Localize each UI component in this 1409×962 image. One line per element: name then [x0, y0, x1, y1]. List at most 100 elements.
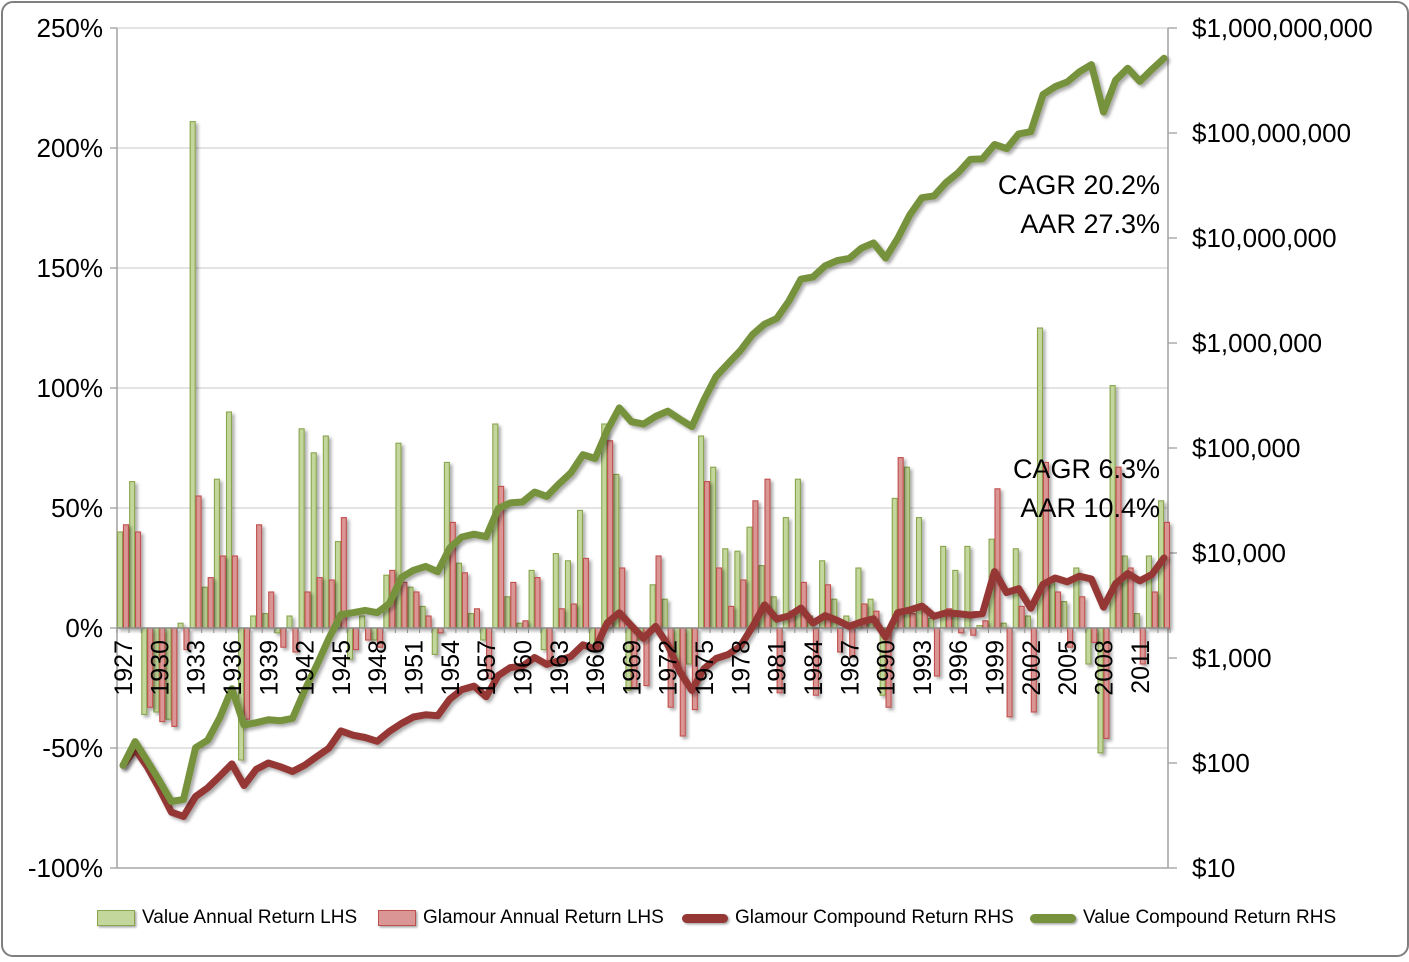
bar [473, 608, 481, 629]
legend-item-glamour-annual: Glamour Annual Return LHS [378, 901, 664, 935]
x-axis-year-label: 2002 [1018, 640, 1046, 696]
bar [364, 627, 372, 641]
bar [328, 579, 335, 629]
bar [928, 617, 935, 629]
bar [468, 613, 475, 629]
bar [461, 572, 468, 629]
x-axis-year-label: 2008 [1090, 640, 1118, 696]
bar [207, 577, 214, 629]
bar [552, 553, 559, 629]
x-axis-year-label: 1984 [800, 640, 828, 696]
x-axis-year-label: 1927 [110, 640, 138, 696]
bar [909, 613, 916, 629]
bar [970, 627, 977, 636]
bar [1079, 596, 1086, 629]
bar [419, 605, 426, 629]
bar [1121, 555, 1128, 629]
legend-item-glamour-compound: Glamour Compound Return RHS [682, 901, 1014, 935]
bar [219, 555, 226, 629]
x-axis-year-label: 1990 [873, 640, 901, 696]
bar [661, 598, 668, 629]
bar [734, 550, 741, 629]
left-axis-label: 50% [51, 493, 103, 523]
bar [1163, 521, 1170, 629]
x-axis-year-label: 1975 [691, 640, 719, 696]
bar [401, 581, 408, 629]
bar [601, 423, 608, 629]
bar [395, 442, 402, 629]
annotation-value-aar-line: AAR 27.3% [1020, 209, 1160, 239]
bar [413, 591, 420, 629]
glamour-compound-line-icon [682, 913, 728, 923]
bar [425, 615, 432, 629]
left-axis-label: 250% [37, 13, 104, 43]
x-axis-year-label: 1999 [982, 640, 1010, 696]
bar [1151, 591, 1158, 629]
bar [752, 500, 759, 629]
bar [782, 517, 789, 629]
annotation-value-cagr: CAGR 20.2% AAR 27.3% [860, 166, 1160, 244]
x-axis-year-label: 1978 [727, 640, 755, 696]
bar [516, 622, 523, 629]
bar [449, 521, 456, 629]
bar [1061, 601, 1068, 629]
right-axis-label: $100,000,000 [1192, 118, 1351, 148]
bar [189, 121, 196, 629]
bar [274, 627, 281, 634]
right-axis-label: $10 [1192, 853, 1235, 883]
bar [710, 466, 717, 629]
bar [522, 620, 529, 629]
bar [1049, 581, 1056, 629]
bar [407, 586, 414, 629]
bar [286, 615, 293, 629]
bar [1024, 615, 1031, 629]
bar [316, 577, 323, 629]
x-axis-year-label: 1939 [255, 640, 283, 696]
bar [564, 560, 571, 629]
bar [310, 452, 317, 629]
bar [1054, 591, 1062, 629]
glamour-annual-swatch-icon [378, 910, 416, 926]
bar [982, 620, 989, 629]
bar [231, 555, 238, 629]
bar [582, 557, 589, 629]
x-axis-year-label: 1948 [364, 640, 392, 696]
bar [129, 481, 136, 629]
bar [613, 473, 620, 629]
bar [740, 579, 747, 629]
x-axis-year-label: 1945 [328, 640, 356, 696]
legend-item-value-annual: Value Annual Return LHS [97, 901, 357, 935]
bar [655, 555, 662, 629]
bar [528, 569, 535, 629]
x-axis-year-label: 1957 [473, 640, 501, 696]
bar [1133, 613, 1140, 629]
bar [698, 435, 705, 629]
bar [576, 509, 584, 629]
bar [122, 524, 129, 629]
right-axis-label: $10,000,000 [1192, 223, 1337, 253]
legend-label: Glamour Compound Return RHS [735, 907, 1014, 928]
annotation-glamour-cagr: CAGR 6.3% AAR 10.4% [860, 450, 1160, 528]
bar [722, 548, 729, 629]
bar [177, 622, 184, 629]
bar [534, 577, 541, 629]
x-axis-year-label: 1969 [618, 640, 646, 696]
x-axis-year-label: 2005 [1054, 640, 1082, 696]
bar [1018, 605, 1025, 629]
bar [703, 481, 711, 629]
bar [359, 615, 366, 629]
x-axis-year-label: 1981 [764, 640, 792, 696]
x-axis-year-label: 2011 [1127, 640, 1155, 694]
bar [135, 531, 142, 629]
bar [510, 581, 517, 629]
bar [304, 591, 311, 629]
bar [728, 605, 735, 629]
legend-label: Value Annual Return LHS [142, 907, 358, 928]
legend-label: Value Compound Return RHS [1083, 907, 1337, 928]
x-axis-year-label: 1966 [582, 640, 610, 696]
bar [225, 411, 233, 629]
right-axis-label: $10,000 [1192, 538, 1286, 568]
legend-label: Glamour Annual Return LHS [423, 907, 664, 928]
